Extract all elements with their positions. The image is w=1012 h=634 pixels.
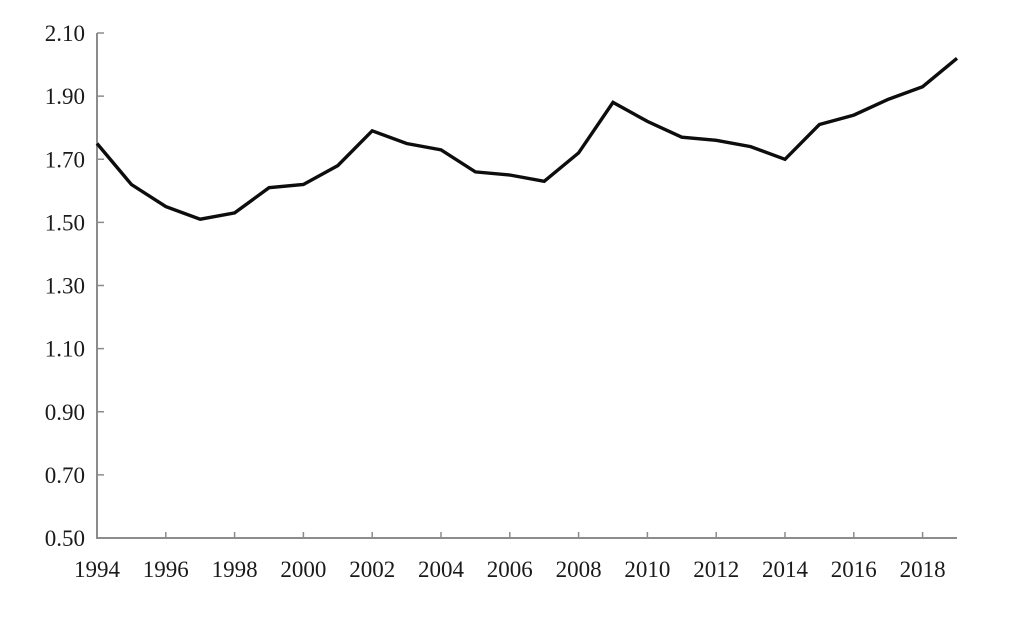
y-axis-tick-label: 1.10	[45, 337, 85, 362]
y-axis-tick-label: 1.30	[45, 274, 85, 299]
x-axis-tick-label: 2002	[349, 557, 395, 582]
y-axis-tick-label: 0.90	[45, 400, 85, 425]
x-axis-tick-label: 2008	[556, 557, 602, 582]
y-axis-tick-label: 2.10	[45, 21, 85, 46]
x-axis-tick-label: 2010	[624, 557, 670, 582]
x-axis-tick-label: 1996	[143, 557, 189, 582]
y-axis-tick-label: 0.70	[45, 463, 85, 488]
x-axis-tick-label: 2004	[418, 557, 465, 582]
y-axis-tick-label: 1.90	[45, 84, 85, 109]
x-axis-tick-label: 2000	[280, 557, 326, 582]
x-axis-tick-label: 2018	[900, 557, 946, 582]
data-line	[95, 56, 959, 221]
x-axis-tick-label: 2016	[831, 557, 877, 582]
y-axis-tick-label: 1.50	[45, 210, 85, 235]
x-axis-tick-label: 2006	[487, 557, 533, 582]
x-axis-tick-label: 2012	[693, 557, 739, 582]
y-axis-tick-label: 0.50	[45, 526, 85, 551]
x-axis-tick-label: 1998	[212, 557, 258, 582]
y-axis-tick-label: 1.70	[45, 147, 85, 172]
x-axis-tick-label: 2014	[762, 557, 809, 582]
x-axis-tick-label: 1994	[74, 557, 121, 582]
